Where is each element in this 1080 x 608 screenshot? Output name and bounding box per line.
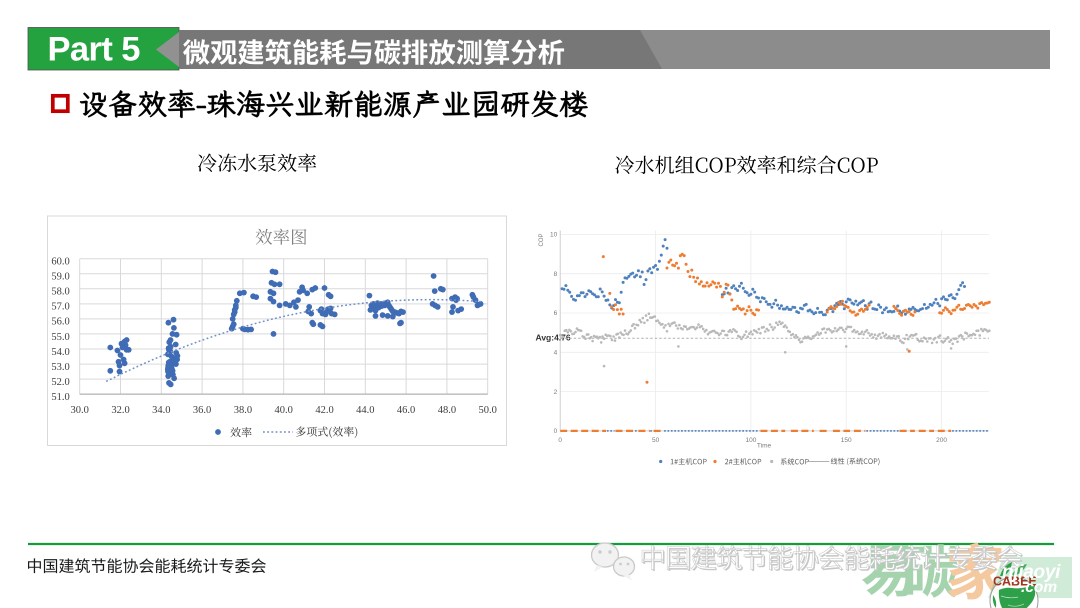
svg-text:0: 0 — [554, 428, 558, 435]
svg-text:6: 6 — [554, 310, 558, 317]
svg-text:44.0: 44.0 — [356, 405, 374, 416]
svg-text:46.0: 46.0 — [397, 405, 415, 416]
svg-text:CABEE: CABEE — [993, 575, 1037, 589]
svg-text:57.0: 57.0 — [51, 302, 69, 313]
svg-text:32.0: 32.0 — [111, 405, 129, 416]
svg-text:Part 5: Part 5 — [48, 31, 141, 69]
svg-text:2: 2 — [554, 389, 558, 396]
svg-text:30.0: 30.0 — [71, 405, 89, 416]
svg-text:200: 200 — [936, 437, 947, 444]
svg-text:150: 150 — [841, 437, 852, 444]
svg-text:58.0: 58.0 — [51, 287, 69, 298]
svg-text:38.0: 38.0 — [234, 405, 252, 416]
svg-text:.com: .com — [1021, 579, 1057, 596]
svg-text:50: 50 — [652, 437, 660, 444]
svg-text:10: 10 — [550, 232, 558, 239]
svg-text:59.0: 59.0 — [51, 272, 69, 283]
svg-text:50.0: 50.0 — [479, 405, 497, 416]
svg-text:100: 100 — [745, 437, 756, 444]
svg-text:40.0: 40.0 — [275, 405, 293, 416]
svg-text:34.0: 34.0 — [152, 405, 170, 416]
svg-text:53.0: 53.0 — [51, 362, 69, 373]
svg-text:56.0: 56.0 — [51, 317, 69, 328]
svg-text:42.0: 42.0 — [315, 405, 333, 416]
svg-text:48.0: 48.0 — [438, 405, 456, 416]
svg-text:4: 4 — [554, 350, 558, 357]
svg-text:COP: COP — [539, 233, 545, 246]
svg-text:52.0: 52.0 — [51, 377, 69, 388]
svg-text:Time: Time — [757, 443, 772, 450]
svg-text:8: 8 — [554, 271, 558, 278]
svg-text:54.0: 54.0 — [51, 347, 69, 358]
svg-text:60.0: 60.0 — [51, 257, 69, 268]
svg-text:0: 0 — [558, 437, 562, 444]
svg-text:51.0: 51.0 — [51, 392, 69, 403]
svg-text:55.0: 55.0 — [51, 332, 69, 343]
svg-text:36.0: 36.0 — [193, 405, 211, 416]
svg-text:Avg:4.76: Avg:4.76 — [536, 333, 571, 343]
svg-text:njiaoyi: njiaoyi — [1002, 562, 1061, 583]
